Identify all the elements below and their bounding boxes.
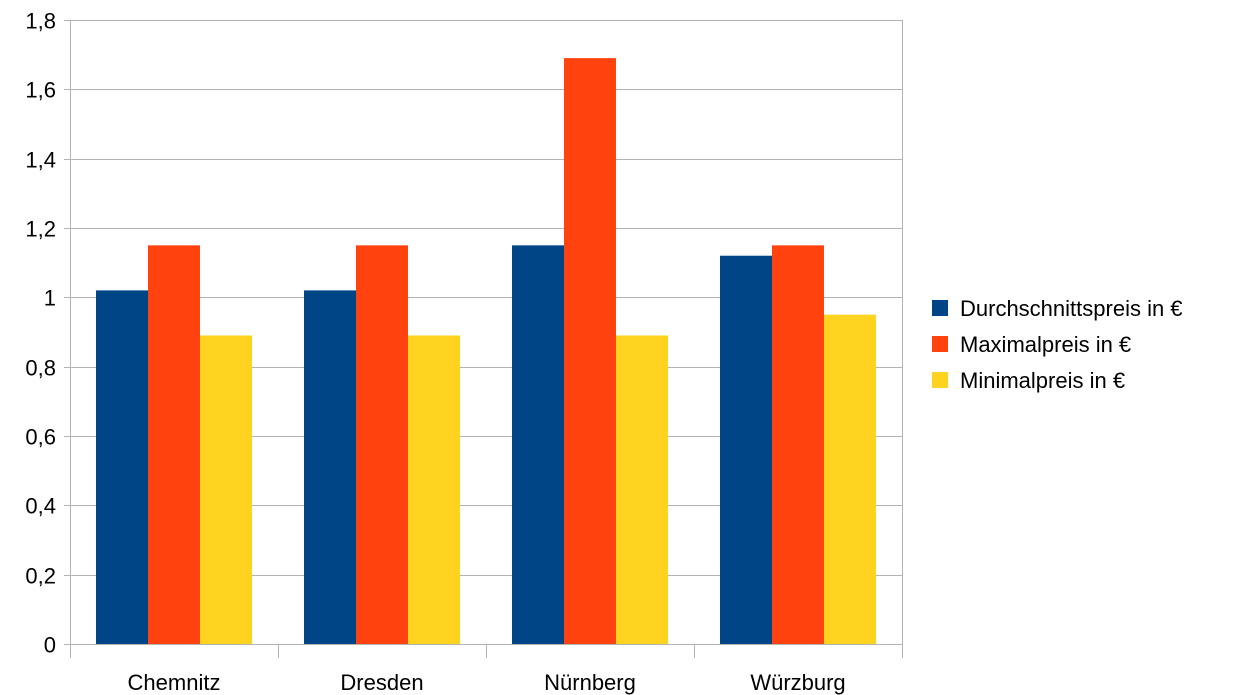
x-axis-category-labels: Chemnitz Dresden Nürnberg Würzburg [128,670,846,695]
y-tick-label: 0,6 [25,425,56,450]
bar-chemnitz-series-1 [148,245,200,645]
bars [96,58,876,645]
y-tick-label: 0,2 [25,564,56,589]
x-category-label: Dresden [340,670,423,695]
x-category-label: Würzburg [750,670,845,695]
legend: Durchschnittspreis in € Maximalpreis in €… [932,296,1183,393]
legend-swatch [932,336,948,352]
bar-nürnberg-series-2 [616,335,668,644]
y-tick-label: 1,4 [25,148,56,173]
y-tick-label: 1,2 [25,217,56,242]
x-category-label: Nürnberg [544,670,636,695]
legend-label: Durchschnittspreis in € [960,296,1183,321]
bar-chemnitz-series-0 [96,290,148,644]
legend-label: Minimalpreis in € [960,368,1125,393]
bar-nürnberg-series-1 [564,58,616,644]
y-axis-tick-labels: 0 0,2 0,4 0,6 0,8 1 1,2 1,4 1,6 1,8 [25,9,56,658]
bar-dresden-series-2 [408,335,460,644]
legend-swatch [932,300,948,316]
y-tick-label: 0 [44,633,56,658]
y-tick-label: 1 [44,286,56,311]
legend-label: Maximalpreis in € [960,332,1131,357]
y-tick-label: 0,4 [25,494,56,519]
legend-swatch [932,372,948,388]
bar-würzburg-series-1 [772,245,824,645]
x-category-label: Chemnitz [128,670,221,695]
bar-dresden-series-0 [304,290,356,644]
bar-würzburg-series-2 [824,314,876,644]
y-tick-label: 1,8 [25,9,56,34]
axes [64,20,903,658]
bar-nürnberg-series-0 [512,245,564,645]
y-tick-label: 1,6 [25,78,56,103]
bar-würzburg-series-0 [720,255,772,644]
bar-dresden-series-1 [356,245,408,645]
bar-chemnitz-series-2 [200,335,252,644]
y-tick-label: 0,8 [25,356,56,381]
